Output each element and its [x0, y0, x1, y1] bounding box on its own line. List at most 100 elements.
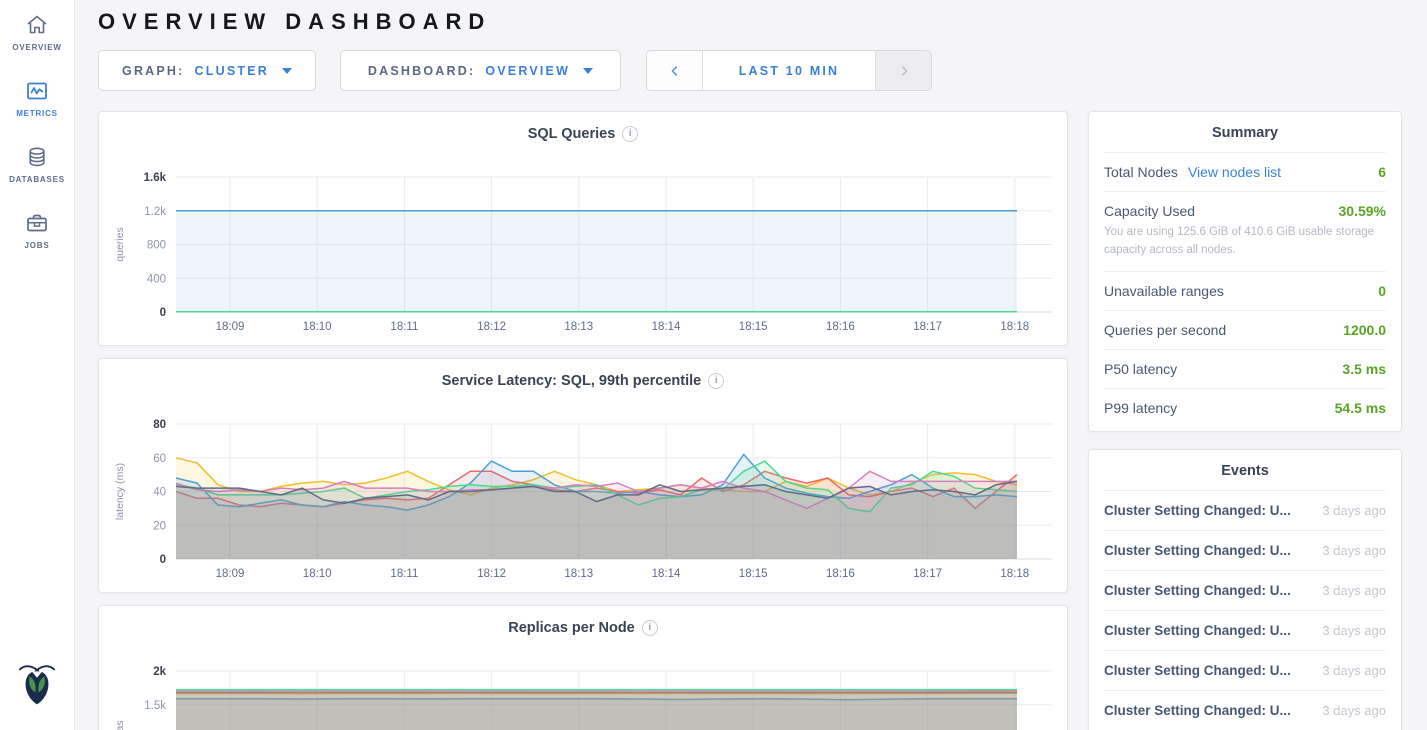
charts-column: SQL Queries i 18:09 18:10 18:11 18:12 18:13 1…	[98, 111, 1068, 730]
sidebar: OVERVIEW METRICS DATABASES JOBS	[0, 0, 75, 730]
summary-row: Total Nodes View nodes list 6	[1104, 152, 1386, 191]
chart-title: SQL Queries	[527, 126, 616, 142]
event-text: Cluster Setting Changed: U...	[1104, 502, 1291, 518]
summary-row: Capacity Used 30.59% You are using 125.6 G…	[1104, 191, 1386, 271]
sidebar-nav: OVERVIEW METRICS DATABASES JOBS	[0, 12, 75, 276]
home-icon	[27, 15, 47, 34]
svg-text:18:12: 18:12	[477, 321, 506, 333]
events-title: Events	[1221, 462, 1269, 479]
sidebar-item-databases[interactable]: DATABASES	[0, 144, 75, 184]
svg-text:18:11: 18:11	[390, 321, 418, 333]
svg-text:80: 80	[153, 419, 166, 431]
chart-sql-queries: SQL Queries i 18:09 18:10 18:11 18:12 18:13 1…	[98, 111, 1068, 346]
summary-row-label: P50 latency	[1104, 360, 1178, 377]
event-time: 3 days ago	[1322, 662, 1386, 678]
metrics-icon	[27, 82, 47, 100]
info-icon[interactable]: i	[708, 373, 725, 389]
event-row[interactable]: Cluster Setting Changed: U... 3 days ago	[1104, 649, 1386, 690]
svg-text:replicas: replicas	[114, 720, 126, 730]
event-row[interactable]: Cluster Setting Changed: U... 3 days ago	[1104, 529, 1386, 570]
event-text: Cluster Setting Changed: U...	[1104, 542, 1291, 558]
summary-row-label: Queries per second	[1104, 321, 1227, 338]
summary-row-label: Total Nodes	[1104, 164, 1178, 180]
svg-text:40: 40	[153, 487, 166, 499]
svg-text:18:17: 18:17	[913, 321, 942, 333]
dashboard-dropdown-value: OVERVIEW	[485, 63, 571, 78]
page-title: OVERVIEW DASHBOARD	[98, 9, 492, 34]
graph-dropdown-label: GRAPH:	[122, 63, 185, 78]
svg-text:18:11: 18:11	[390, 568, 418, 580]
chart-plot[interactable]: 18:0918:1018:1118:1218:1318:1418:1518:16…	[99, 606, 1067, 730]
svg-text:18:09: 18:09	[216, 568, 245, 580]
svg-text:18:18: 18:18	[1000, 321, 1029, 333]
event-row[interactable]: Cluster Setting Changed: U... 3 days ago	[1104, 609, 1386, 650]
events-panel: Events Cluster Setting Changed: U... 3 da…	[1088, 448, 1402, 730]
events-rows: Cluster Setting Changed: U... 3 days ago C…	[1104, 489, 1386, 730]
svg-text:18:13: 18:13	[564, 568, 593, 580]
summary-rows: Total Nodes View nodes list 6 Capacity Used…	[1104, 152, 1386, 427]
svg-text:0: 0	[160, 554, 166, 566]
svg-text:800: 800	[147, 240, 166, 252]
time-window-range-button[interactable]: LAST 10 MIN	[703, 51, 876, 90]
svg-text:18:10: 18:10	[303, 321, 332, 333]
event-text: Cluster Setting Changed: U...	[1104, 622, 1291, 638]
svg-text:400: 400	[147, 273, 166, 285]
time-window-next-button[interactable]	[876, 51, 931, 90]
graph-dropdown-value: CLUSTER	[194, 63, 269, 78]
summary-row-value: 54.5 ms	[1334, 399, 1386, 416]
svg-text:18:12: 18:12	[477, 568, 506, 580]
svg-text:18:14: 18:14	[652, 321, 681, 333]
svg-text:18:17: 18:17	[913, 568, 942, 580]
content-area: SQL Queries i 18:09 18:10 18:11 18:12 18:13 1…	[98, 111, 1403, 730]
event-row[interactable]: Cluster Setting Changed: U... 3 days ago	[1104, 489, 1386, 530]
time-window-selector: LAST 10 MIN	[646, 50, 932, 91]
svg-text:18:15: 18:15	[739, 568, 768, 580]
summary-row: P50 latency 3.5 ms	[1104, 348, 1386, 388]
svg-text:1.5k: 1.5k	[144, 700, 166, 712]
info-icon[interactable]: i	[641, 620, 658, 636]
event-text: Cluster Setting Changed: U...	[1104, 702, 1291, 718]
right-column: Summary Total Nodes View nodes list 6 Capac…	[1088, 111, 1402, 730]
dashboard-dropdown-label: DASHBOARD:	[367, 63, 476, 78]
view-nodes-list-link[interactable]: View nodes list	[1187, 164, 1282, 180]
time-window-prev-button[interactable]	[647, 51, 703, 90]
svg-text:1.2k: 1.2k	[144, 206, 166, 218]
summary-row-value: 30.59%	[1338, 203, 1386, 219]
event-time: 3 days ago	[1322, 502, 1386, 518]
event-time: 3 days ago	[1322, 542, 1386, 558]
sidebar-item-metrics[interactable]: METRICS	[0, 78, 75, 118]
sidebar-item-label: JOBS	[24, 241, 50, 250]
summary-row-value: 6	[1378, 164, 1386, 180]
event-row[interactable]: Cluster Setting Changed: U... 3 days ago	[1104, 689, 1386, 730]
main-content: OVERVIEW DASHBOARD GRAPH: CLUSTER DASHBO…	[75, 0, 1427, 730]
summary-row: Unavailable ranges 0	[1104, 270, 1386, 310]
svg-text:18:09: 18:09	[216, 321, 245, 333]
svg-text:18:10: 18:10	[303, 568, 332, 580]
chart-title: Replicas per Node	[508, 620, 635, 636]
svg-text:18:14: 18:14	[652, 568, 681, 580]
svg-text:latency (ms): latency (ms)	[114, 463, 126, 520]
capacity-used-note: You are using 125.6 GiB of 410.6 GiB usa…	[1104, 226, 1375, 256]
chevron-down-icon	[583, 67, 594, 74]
info-icon[interactable]: i	[622, 126, 639, 142]
cockroachdb-logo[interactable]	[16, 657, 58, 714]
chart-service-latency: Service Latency: SQL, 99th percentile i …	[98, 358, 1068, 593]
event-text: Cluster Setting Changed: U...	[1104, 662, 1291, 678]
summary-row-label: Unavailable ranges	[1104, 282, 1224, 299]
summary-row-label: Capacity Used	[1104, 203, 1196, 219]
chevron-left-icon	[671, 65, 677, 76]
summary-panel: Summary Total Nodes View nodes list 6 Capac…	[1088, 111, 1402, 432]
event-row[interactable]: Cluster Setting Changed: U... 3 days ago	[1104, 569, 1386, 610]
svg-text:60: 60	[153, 453, 166, 465]
graph-dropdown[interactable]: GRAPH: CLUSTER	[98, 50, 316, 91]
sidebar-item-jobs[interactable]: JOBS	[0, 210, 75, 250]
summary-row-value: 3.5 ms	[1342, 360, 1386, 377]
sidebar-item-overview[interactable]: OVERVIEW	[0, 12, 75, 52]
summary-title: Summary	[1211, 125, 1279, 141]
event-text: Cluster Setting Changed: U...	[1104, 582, 1291, 598]
dashboard-dropdown[interactable]: DASHBOARD: OVERVIEW	[340, 50, 621, 91]
chart-title: Service Latency: SQL, 99th percentile	[441, 373, 702, 389]
chevron-down-icon	[281, 67, 292, 74]
